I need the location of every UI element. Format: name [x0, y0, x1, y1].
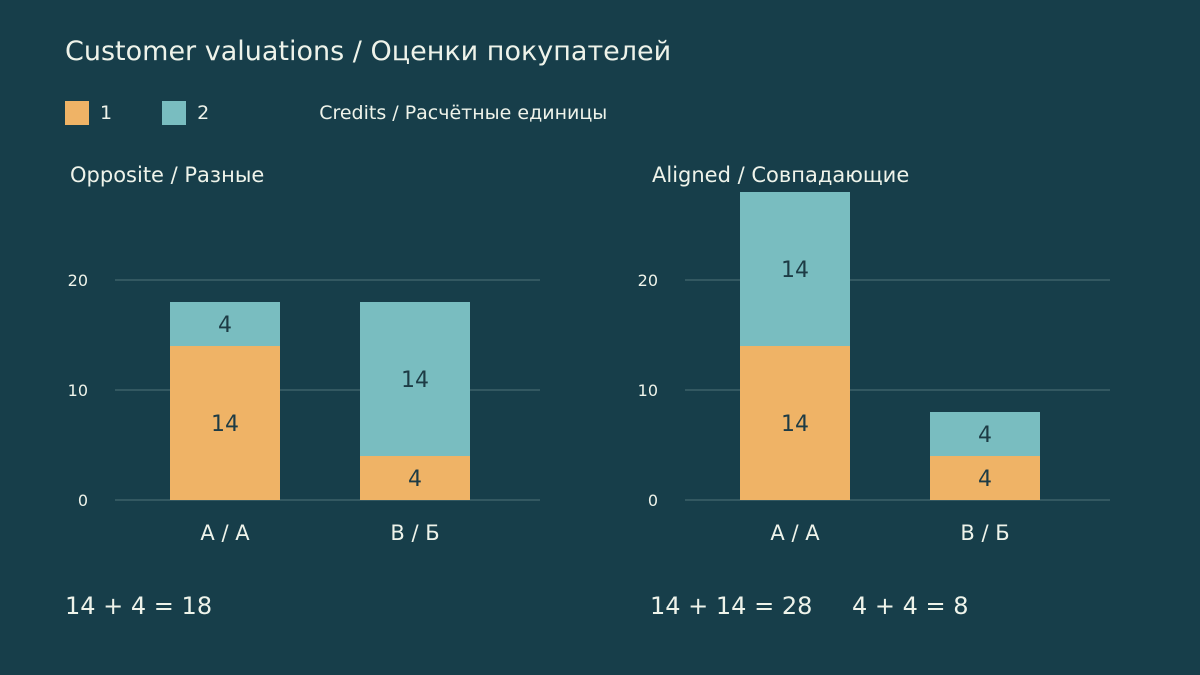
bar-segment [170, 346, 280, 500]
y-tick-label: 0 [648, 491, 658, 510]
bar-segment [360, 302, 470, 456]
bar-segment [930, 412, 1040, 456]
legend-swatch-2 [162, 100, 187, 125]
x-category-label: A / A [200, 521, 250, 545]
panel-title: Aligned / Совпадающие [652, 163, 909, 187]
bar-value-label: 14 [781, 412, 809, 437]
bar-value-label: 4 [218, 313, 232, 338]
equation-aligned-b: 4 + 4 = 8 [852, 592, 969, 620]
x-category-label: B / Б [960, 521, 1009, 545]
legend-label-1: 1 [100, 101, 113, 124]
bar-value-label: 4 [978, 467, 992, 492]
unit-label: Credits / Расчётные единицы [319, 101, 608, 124]
y-tick-label: 20 [68, 271, 88, 290]
y-tick-label: 0 [78, 491, 88, 510]
legend-item-2: 2 [162, 100, 210, 125]
chart-title: Customer valuations / Оценки покупателей [65, 36, 672, 67]
bar-value-label: 14 [401, 368, 429, 393]
equation-aligned-a: 14 + 14 = 28 [650, 592, 813, 620]
panel-title: Opposite / Разные [70, 163, 264, 187]
bar-segment [930, 456, 1040, 500]
x-category-label: B / Б [390, 521, 439, 545]
bar-value-label: 4 [408, 467, 422, 492]
x-category-label: A / A [770, 521, 820, 545]
bar-segment [740, 346, 850, 500]
legend: 1 2 Credits / Расчётные единицы [65, 100, 607, 125]
bar-segment [360, 456, 470, 500]
bar-value-label: 14 [211, 412, 239, 437]
legend-swatch-1 [65, 100, 89, 125]
legend-label-2: 2 [197, 101, 210, 124]
bar-segment [170, 302, 280, 346]
legend-item-1: 1 [65, 100, 113, 125]
y-tick-label: 10 [68, 381, 88, 400]
bar-segment [740, 192, 850, 346]
bar-value-label: 14 [781, 258, 809, 283]
bar-value-label: 4 [978, 423, 992, 448]
equation-opposite: 14 + 4 = 18 [65, 592, 213, 620]
y-tick-label: 20 [638, 271, 658, 290]
y-tick-label: 10 [638, 381, 658, 400]
